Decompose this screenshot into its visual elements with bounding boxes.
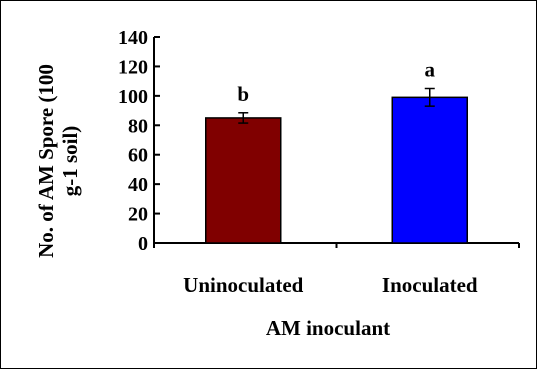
significance-label: b — [237, 82, 249, 106]
y-tick-label: 100 — [118, 86, 148, 108]
y-axis: 0 20 40 60 80 100 120 140 — [118, 27, 160, 255]
category-label: Uninoculated — [183, 273, 304, 297]
y-tick-label: 120 — [118, 56, 148, 78]
category-labels: Uninoculated Inoculated — [183, 273, 478, 297]
x-axis-title: AM inoculant — [266, 316, 390, 340]
y-tick-label: 20 — [128, 204, 148, 226]
significance-labels: ba — [237, 58, 435, 106]
bars — [205, 96, 468, 244]
category-label: Inoculated — [382, 273, 478, 297]
y-tick-label: 40 — [128, 174, 148, 196]
y-tick-label: 60 — [128, 145, 148, 167]
y-axis-title-line-2: g-1 soil) — [58, 126, 82, 197]
bar-uninoculated — [205, 117, 282, 244]
y-axis-title-line-1: No. of AM Spore (100 — [34, 64, 58, 258]
y-tick-label: 140 — [118, 27, 148, 49]
y-tick-label: 0 — [138, 233, 148, 255]
y-tick-label: 80 — [128, 115, 148, 137]
bar-inoculated — [391, 96, 468, 244]
significance-label: a — [425, 58, 436, 82]
error-bars — [238, 87, 435, 124]
